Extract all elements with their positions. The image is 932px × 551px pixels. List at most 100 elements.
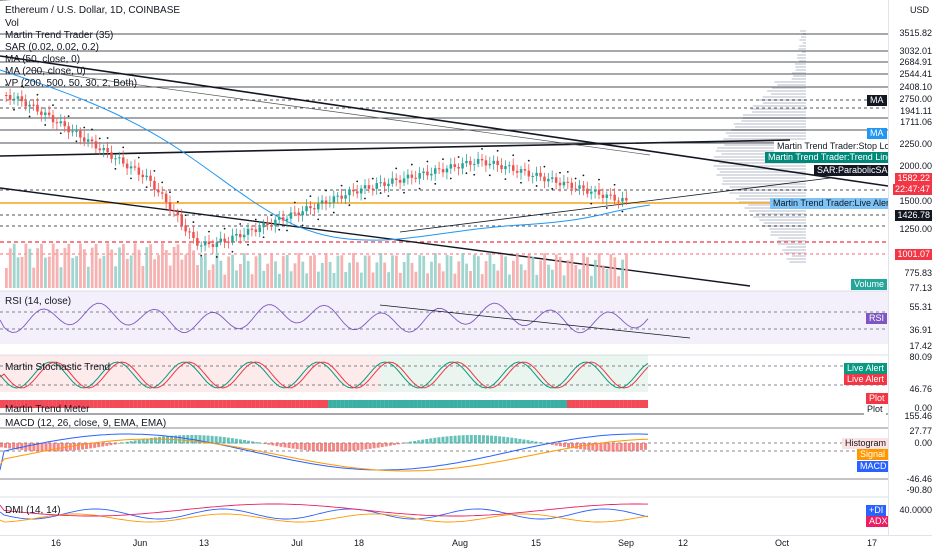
- macd-histogram-bar: [643, 443, 647, 450]
- sar-dot: [598, 178, 600, 181]
- volume-bar: [621, 259, 624, 288]
- macd-histogram-bar: [453, 435, 457, 444]
- legend-stoch[interactable]: Martin Stochastic Trend: [5, 362, 111, 373]
- legend-vol[interactable]: Vol: [5, 18, 19, 29]
- volume-profile-bar: [777, 84, 806, 86]
- volume-bar: [348, 262, 351, 288]
- macd-histogram-bar: [639, 443, 643, 451]
- macd-histogram-bar: [542, 442, 546, 444]
- time-tick: Jul: [291, 538, 303, 548]
- sar-dot: [551, 187, 554, 190]
- stoch-zone-bg: [380, 355, 648, 392]
- sar-dot: [36, 93, 39, 96]
- trend-meter-cell: [514, 400, 519, 408]
- macd-histogram-bar: [178, 435, 182, 444]
- live-alert-green-tag: Live Alert: [844, 363, 888, 374]
- sar-dot: [75, 140, 78, 143]
- macd-histogram-bar: [76, 443, 80, 450]
- legend-martin-trend-trader[interactable]: Martin Trend Trader (35): [5, 30, 114, 41]
- legend-ma200[interactable]: MA (200, close, 0): [5, 66, 86, 77]
- macd-histogram-bar: [550, 443, 554, 445]
- chart-area[interactable]: Ethereum / U.S. Dollar, 1D, COINBASE Vol…: [0, 0, 888, 535]
- trend-meter-cell: [607, 400, 612, 408]
- volume-bar: [574, 264, 578, 288]
- trend-meter-cell: [340, 400, 345, 408]
- chart-canvas[interactable]: [0, 0, 888, 535]
- macd-histogram-bar: [396, 443, 400, 445]
- legend-dmi[interactable]: DMI (14, 14): [5, 505, 61, 516]
- sar-dot: [98, 137, 101, 140]
- volume-bar: [547, 264, 550, 288]
- volume-profile-bar: [719, 171, 806, 173]
- volume-bar: [480, 274, 484, 288]
- volume-bar: [578, 269, 582, 288]
- trend-meter-cell: [56, 400, 61, 408]
- candle: [395, 178, 398, 180]
- candle: [496, 160, 499, 166]
- candle: [94, 141, 98, 149]
- sar-dot: [387, 195, 390, 197]
- volume-profile-bar: [738, 195, 806, 197]
- volume-profile-bar: [741, 120, 806, 122]
- legend-macd[interactable]: MACD (12, 26, close, 9, EMA, EMA): [5, 418, 167, 429]
- candle: [223, 238, 226, 242]
- macd-histogram-bar: [486, 435, 489, 444]
- trend-meter-cell: [64, 400, 69, 408]
- price-label: 2000.00: [899, 161, 932, 171]
- volume-profile-bar: [771, 87, 806, 89]
- trend-meter-cell: [392, 400, 397, 408]
- volume-profile-bar: [795, 69, 806, 71]
- price-axis[interactable]: USD 3515.82 3032.01 2684.91 2544.41 2408…: [888, 0, 932, 535]
- volume-bar: [94, 243, 98, 288]
- candle: [51, 115, 55, 123]
- macd-histogram-bar: [48, 443, 52, 452]
- macd-line: [0, 433, 649, 471]
- macd-histogram-bar: [32, 443, 36, 452]
- legend-sar[interactable]: SAR (0.02, 0.02, 0.2): [5, 42, 99, 53]
- stoch-scale-label: 46.76: [909, 384, 932, 394]
- price-label: 1250.00: [899, 224, 932, 234]
- plus-di-tag: +DI: [866, 505, 887, 516]
- candle: [344, 195, 347, 199]
- legend-rsi[interactable]: RSI (14, close): [5, 296, 72, 307]
- trend-meter-cell: [105, 400, 110, 408]
- sar-dot: [332, 211, 335, 214]
- volume-bar: [453, 273, 457, 288]
- macd-histogram-bar: [291, 443, 295, 449]
- candle: [145, 175, 148, 178]
- macd-histogram-bar: [356, 443, 360, 451]
- candle: [67, 126, 70, 133]
- volume-profile-bar: [762, 102, 806, 104]
- legend-ma50[interactable]: MA (50, close, 0): [5, 54, 81, 65]
- time-tick: 17: [866, 538, 878, 548]
- volume-bar: [461, 253, 465, 288]
- volume-bar: [336, 255, 340, 288]
- candle: [122, 157, 125, 164]
- candle: [203, 241, 207, 246]
- time-axis[interactable]: 16 Jun 13 Jul 18 Aug 15 Sep 12 Oct 17: [0, 535, 932, 551]
- candle: [473, 163, 476, 165]
- symbol-title[interactable]: Ethereum / U.S. Dollar, 1D, COINBASE: [5, 5, 181, 16]
- trend-meter-cell: [93, 400, 98, 408]
- volume-profile-bar: [778, 237, 806, 239]
- volume-profile-bar: [722, 177, 806, 179]
- macd-histogram-bar: [20, 443, 24, 451]
- candle: [324, 200, 328, 204]
- trend-meter-cell: [137, 400, 142, 408]
- volume-profile-bar: [777, 240, 806, 242]
- adx-tag: ADX: [866, 516, 888, 527]
- stoch-k-line: [0, 361, 649, 389]
- volume-bar: [617, 276, 621, 288]
- trend-meter-cell: [360, 400, 365, 408]
- candle: [531, 175, 534, 177]
- macd-histogram-bar: [319, 443, 323, 452]
- macd-histogram-bar: [222, 437, 226, 444]
- legend-vp[interactable]: VP (200, 500, 50, 30, 2, Both): [5, 78, 138, 89]
- candle: [430, 173, 433, 176]
- candle: [328, 202, 332, 204]
- trend-meter-cell: [336, 400, 341, 408]
- macd-histogram-bar: [421, 439, 425, 444]
- macd-histogram-bar: [105, 443, 109, 446]
- macd-histogram-bar: [247, 440, 251, 444]
- legend-meter[interactable]: Martin Trend Meter: [5, 404, 90, 415]
